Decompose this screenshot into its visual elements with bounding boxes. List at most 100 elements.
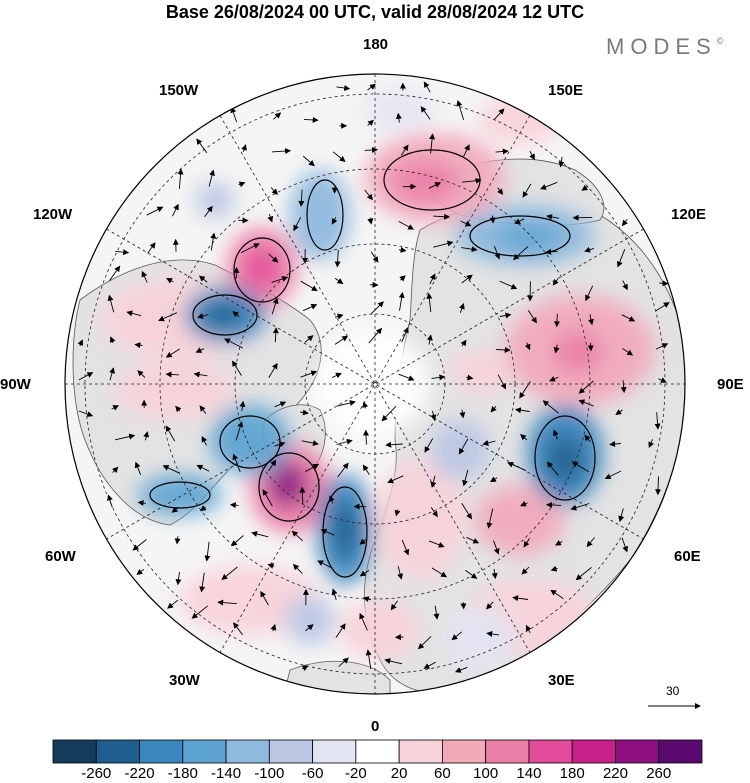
contour-line: [258, 452, 320, 522]
meridian: [106, 228, 644, 540]
wind-arrow: [78, 410, 94, 417]
wind-arrow: [320, 528, 335, 536]
wind-arrow: [162, 465, 180, 474]
wind-arrow: [335, 623, 346, 638]
wind-arrow: [520, 500, 528, 507]
wind-arrow: [578, 399, 594, 407]
wind-arrow: [78, 372, 94, 381]
wind-arrow: [466, 536, 480, 544]
wind-arrow: [428, 540, 445, 548]
wind-arrow: [423, 661, 437, 669]
wind-arrow: [615, 409, 623, 415]
wind-arrow: [553, 344, 560, 354]
wind-arrow: [262, 489, 273, 507]
anomaly-field: [100, 90, 655, 675]
wind-arrow: [204, 541, 211, 562]
wind-arrow: [512, 595, 529, 602]
positive-anomaly: [268, 463, 308, 507]
wind-arrow: [201, 436, 208, 446]
wind-arrow: [513, 245, 529, 261]
wind-arrow: [334, 335, 349, 345]
colorbar-tick-label: -220: [124, 765, 155, 782]
wind-arrow: [303, 116, 319, 123]
wind-arrow: [304, 335, 314, 343]
wind-arrow: [331, 217, 338, 225]
wind-arrow: [235, 421, 244, 441]
colorbar-tick-label: 180: [559, 765, 585, 782]
wind-arrow: [158, 312, 178, 322]
negative-anomaly: [290, 170, 350, 260]
contour-line: [469, 215, 571, 257]
wind-arrow: [298, 189, 305, 207]
lon-label-120e: 120E: [671, 206, 707, 223]
wind-arrow: [524, 342, 531, 351]
wind-arrow: [458, 438, 469, 455]
wind-arrow: [581, 184, 589, 191]
wind-arrow: [146, 206, 164, 216]
wind-arrow: [495, 148, 509, 155]
positive-anomaly: [390, 160, 460, 204]
wind-arrow: [387, 475, 404, 484]
wind-arrow: [270, 624, 277, 632]
wind-arrow: [174, 536, 181, 545]
wind-arrow: [217, 599, 237, 606]
wind-arrow: [107, 294, 115, 313]
wind-arrow: [331, 372, 342, 379]
wind-arrow: [337, 400, 356, 407]
wind-arrow: [384, 658, 403, 665]
modes-logo: MODES©: [606, 34, 723, 60]
wind-arrow: [365, 649, 372, 670]
wind-arrow: [655, 302, 670, 312]
wind-arrow: [336, 85, 351, 91]
wind-arrow: [274, 401, 287, 408]
wind-arrow: [521, 566, 530, 575]
wind-arrow: [221, 566, 238, 581]
wind-arrow: [165, 425, 176, 442]
wind-arrow: [451, 631, 463, 641]
wind-arrow: [655, 476, 662, 496]
wind-arrow: [338, 657, 349, 667]
contour-line: [306, 179, 344, 251]
map-boundary: [64, 73, 686, 695]
wind-arrow: [291, 530, 304, 542]
wind-arrow: [238, 181, 246, 188]
wind-arrow: [367, 217, 374, 225]
wind-arrow: [109, 367, 115, 381]
wind-arrow: [398, 291, 405, 311]
wind-arrow: [494, 108, 505, 120]
contour-line: [149, 481, 211, 509]
wind-arrow: [398, 373, 415, 381]
brand-mark: ©: [716, 36, 724, 46]
wind-arrow: [398, 246, 407, 253]
wind-arrow: [271, 148, 292, 155]
wind-arrow: [359, 538, 367, 545]
wind-arrow: [497, 374, 507, 390]
wind-arrow: [301, 665, 309, 672]
wind-arrow: [429, 273, 436, 285]
wind-arrow: [390, 600, 398, 611]
wind-arrow: [199, 572, 206, 593]
wind-arrow: [292, 563, 303, 574]
negative-anomaly: [202, 303, 242, 327]
lon-label-60e: 60E: [674, 548, 701, 565]
wind-arrow: [367, 119, 374, 127]
wind-arrow: [429, 133, 436, 154]
wind-arrow: [196, 464, 210, 472]
wind-arrow: [359, 612, 368, 631]
wind-arrow: [426, 292, 433, 313]
wind-arrow: [540, 181, 558, 190]
wind-arrow: [193, 371, 208, 378]
wind-arrow: [112, 466, 119, 473]
colorbar-tick-label: -100: [254, 765, 285, 782]
wind-arrow: [491, 568, 498, 580]
wind-arrow: [229, 502, 239, 509]
wind-arrow: [268, 253, 279, 263]
wind-arrow: [166, 278, 174, 284]
wind-arrow: [554, 313, 560, 328]
wind-arrow: [420, 106, 431, 120]
lon-label-0: 0: [371, 718, 380, 735]
wind-arrow: [363, 429, 370, 445]
wind-arrow: [317, 560, 334, 569]
colorbar-tick-label: -60: [301, 765, 324, 782]
wind-arrow: [134, 461, 142, 475]
